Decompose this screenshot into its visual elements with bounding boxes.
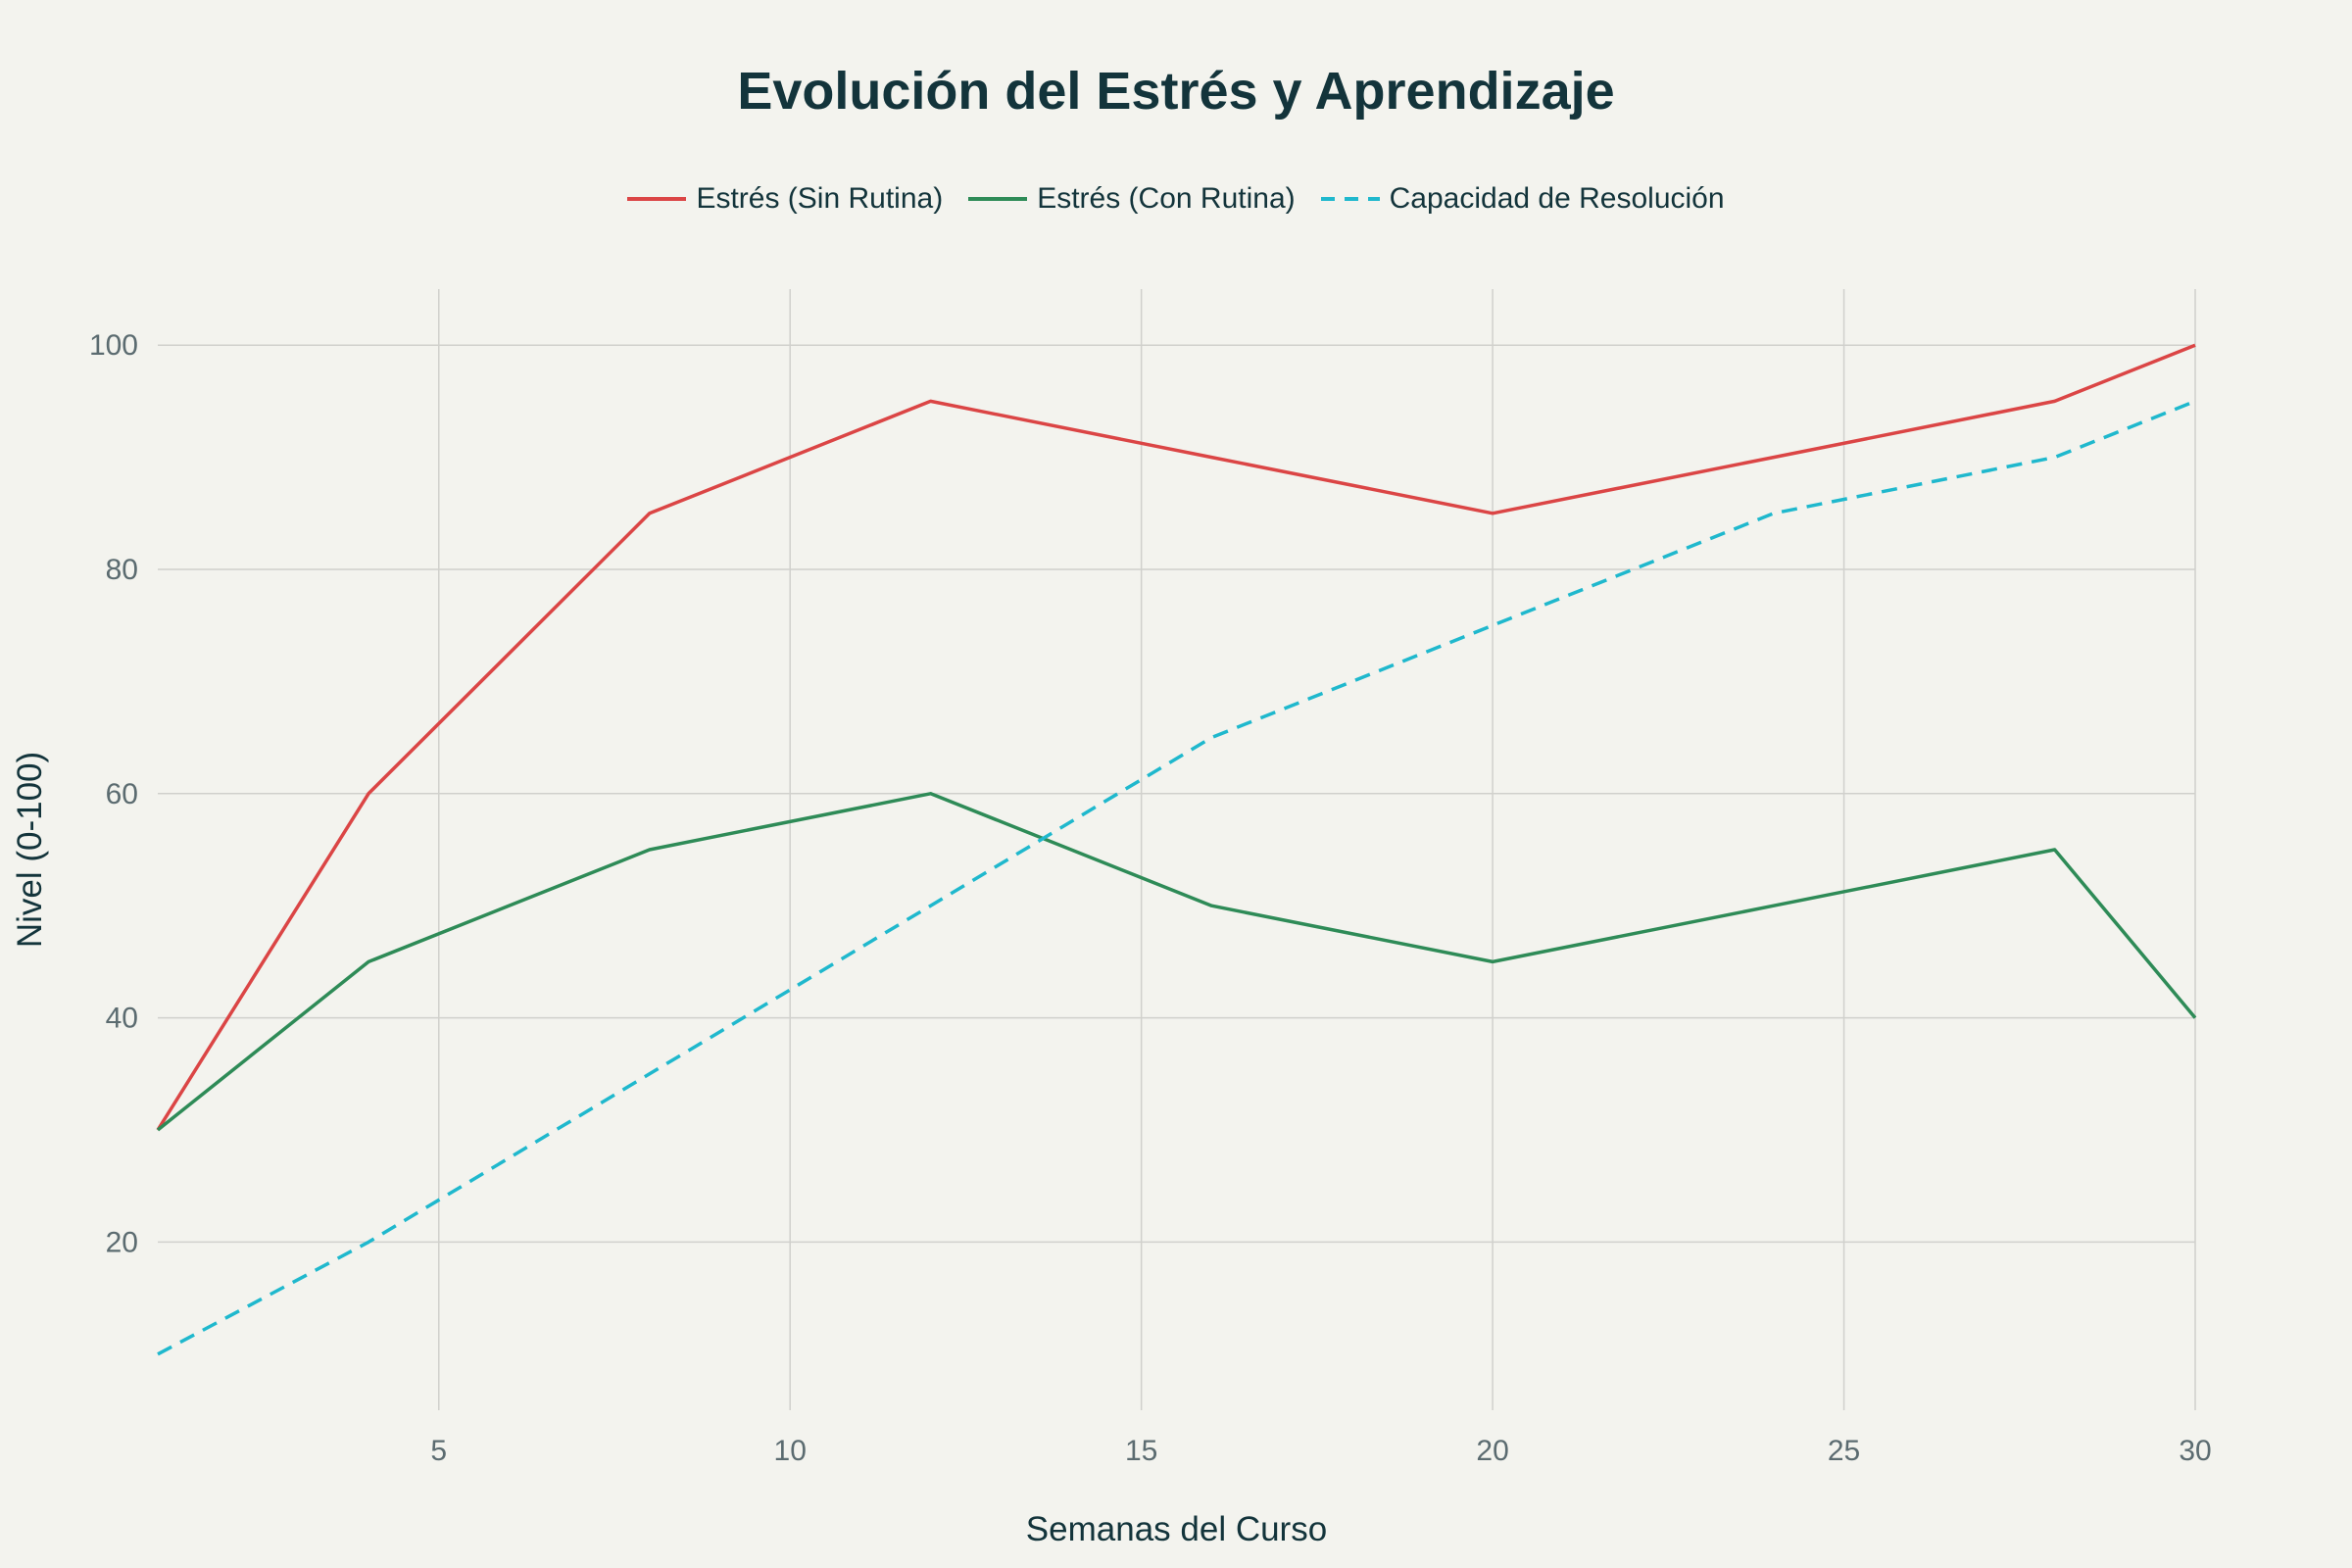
x-tick-label: 5 — [430, 1435, 447, 1467]
legend-swatch — [627, 197, 687, 201]
legend-item-estr-s-sin-rutina[interactable]: Estrés (Sin Rutina) — [627, 182, 943, 216]
y-tick-label: 40 — [106, 1003, 138, 1035]
y-tick-label: 20 — [106, 1226, 138, 1258]
x-tick-label: 20 — [1476, 1435, 1508, 1467]
legend-swatch — [1320, 197, 1380, 201]
legend-item-estr-s-con-rutina[interactable]: Estrés (Con Rutina) — [968, 182, 1296, 216]
y-axis-label: Nivel (0-100) — [11, 752, 49, 948]
legend-label: Capacidad de Resolución — [1389, 182, 1725, 215]
x-tick-label: 30 — [2179, 1435, 2211, 1467]
series-line-estr-s-con-rutina — [156, 792, 2197, 1132]
x-tick-label: 15 — [1125, 1435, 1157, 1467]
legend: Estrés (Sin Rutina) Estrés (Con Rutina) Ca… — [0, 182, 2352, 216]
x-tick-label: 10 — [774, 1435, 807, 1467]
x-tick-label: 25 — [1828, 1435, 1860, 1467]
chart-title: Evolución del Estrés y Aprendizaje — [737, 62, 1615, 121]
x-axis-label: Semanas del Curso — [1026, 1510, 1327, 1548]
series-line-capacidad-de-resoluci-n — [157, 399, 2196, 1356]
series-line-estr-s-sin-rutina — [156, 343, 2196, 1131]
y-tick-label: 60 — [106, 778, 138, 810]
legend-label: Estrés (Con Rutina) — [1037, 182, 1296, 215]
y-tick-label: 100 — [89, 329, 138, 362]
legend-label: Estrés (Sin Rutina) — [696, 182, 944, 215]
y-tick-label: 80 — [106, 554, 138, 586]
legend-swatch — [968, 197, 1028, 201]
legend-item-capacidad-de-resoluci-n[interactable]: Capacidad de Resolución — [1320, 182, 1725, 216]
